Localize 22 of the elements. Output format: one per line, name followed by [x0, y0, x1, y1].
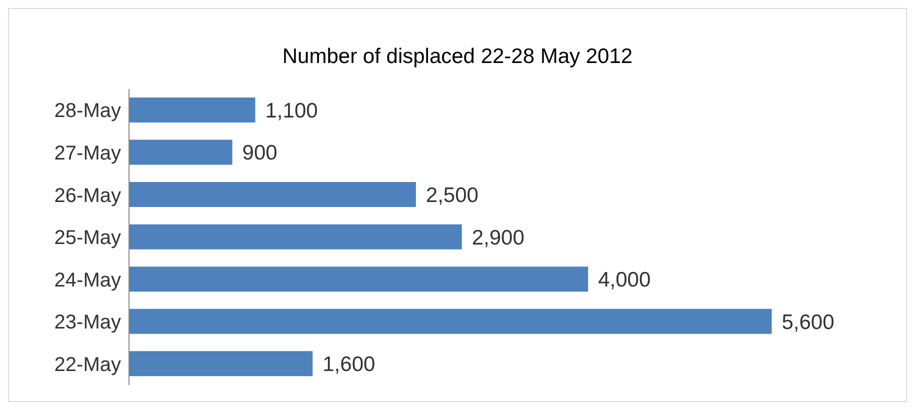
- bar: [129, 140, 232, 165]
- data-label: 900: [242, 142, 278, 165]
- bar: [129, 182, 416, 208]
- bar: [129, 224, 462, 250]
- data-label: 1,600: [322, 353, 376, 376]
- y-tick-label: 24-May: [54, 269, 121, 292]
- bar: [129, 266, 588, 292]
- bar: [129, 308, 772, 334]
- y-tick-label: 23-May: [54, 312, 121, 334]
- y-tick-label: 28-May: [54, 100, 121, 122]
- data-label: 2,500: [426, 184, 478, 207]
- chart-title: Number of displaced 22-28 May 2012: [281, 45, 634, 70]
- bar: [129, 97, 256, 122]
- data-label: 4,000: [598, 268, 651, 292]
- data-label: 2,900: [472, 226, 524, 250]
- y-tick-label: 22-May: [54, 354, 121, 376]
- y-tick-label: 25-May: [54, 227, 121, 250]
- bar: [129, 351, 313, 376]
- data-label: 5,600: [782, 310, 834, 334]
- y-tick-label: 26-May: [54, 184, 121, 207]
- y-tick-label: 27-May: [54, 142, 121, 165]
- data-label: 1,100: [265, 99, 318, 122]
